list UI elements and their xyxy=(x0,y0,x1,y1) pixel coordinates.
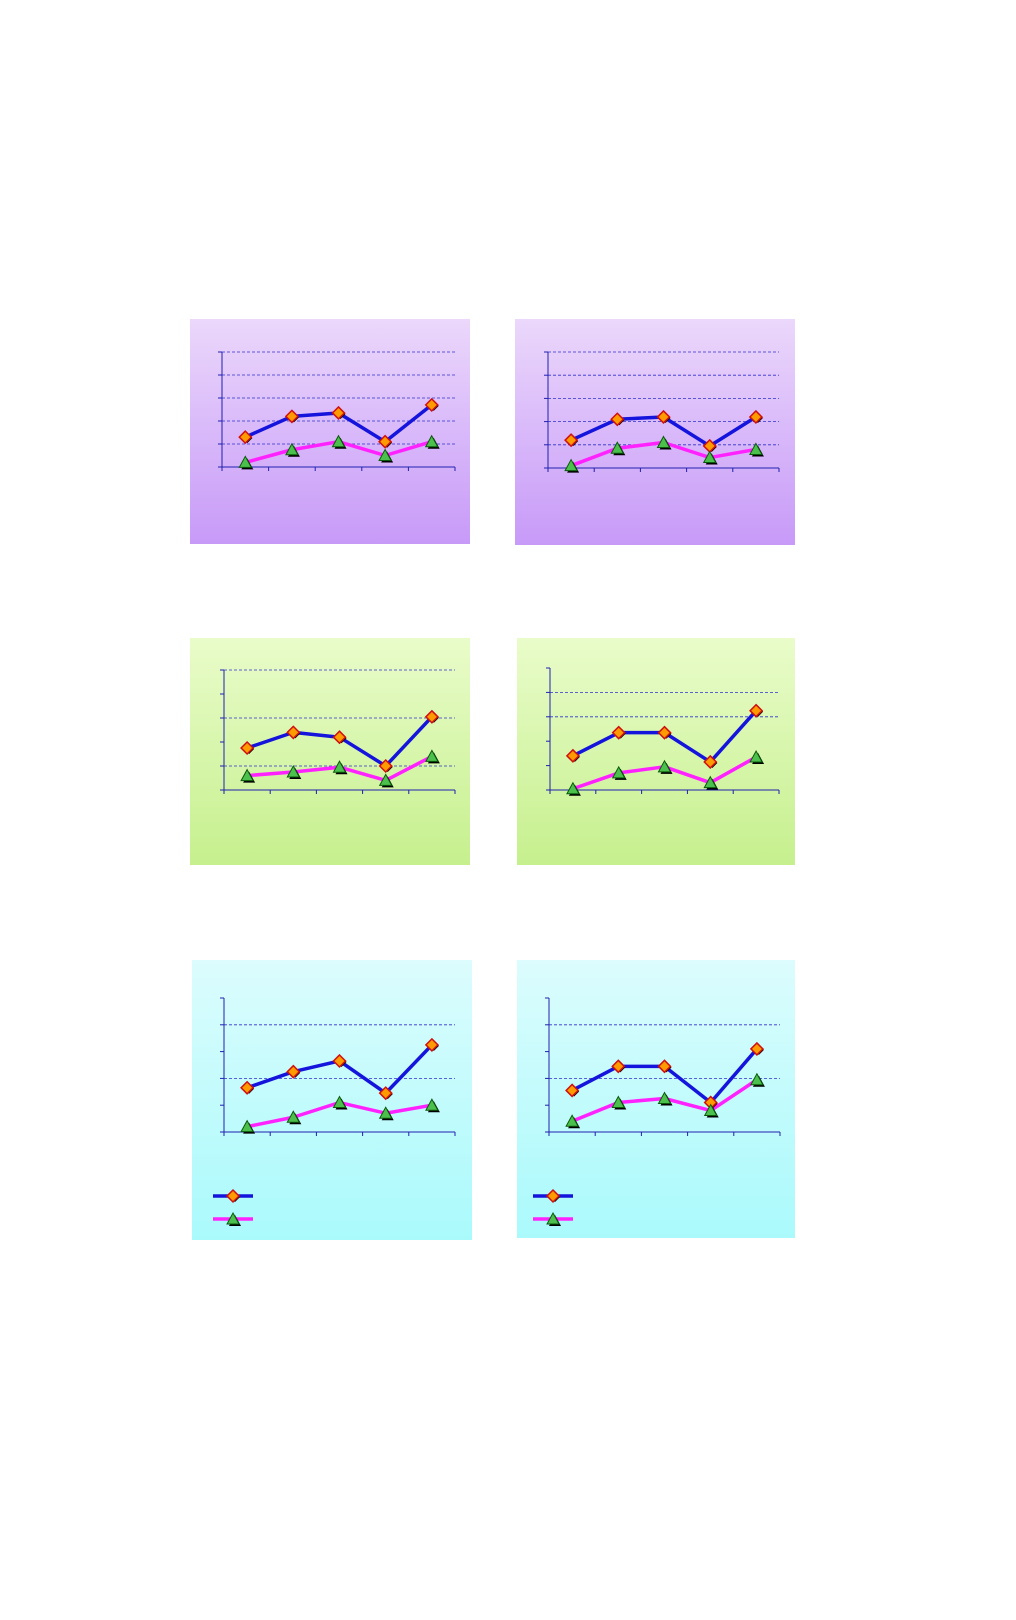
data-point xyxy=(703,775,718,789)
legend-marker xyxy=(226,1211,240,1225)
data-point xyxy=(749,1041,764,1056)
chart-panel xyxy=(515,319,795,545)
data-point xyxy=(286,1064,301,1079)
data-point xyxy=(656,409,671,425)
data-point xyxy=(610,412,625,427)
data-point xyxy=(564,433,579,448)
legend-marker xyxy=(225,1188,241,1204)
data-point xyxy=(286,1110,301,1123)
data-point xyxy=(238,430,253,445)
data-point xyxy=(425,1098,439,1111)
data-point xyxy=(378,448,392,461)
chart-panel xyxy=(192,960,472,1240)
data-point xyxy=(286,764,301,778)
data-point xyxy=(657,1091,672,1104)
data-point xyxy=(240,768,254,782)
data-point xyxy=(378,758,393,774)
data-point xyxy=(332,760,347,773)
data-point xyxy=(378,1106,393,1119)
data-point xyxy=(424,709,439,724)
data-point xyxy=(749,750,763,763)
data-point xyxy=(749,703,764,718)
data-point xyxy=(703,1103,718,1117)
chart-panel xyxy=(517,638,795,865)
data-point xyxy=(284,409,299,424)
data-point xyxy=(703,754,718,770)
data-point xyxy=(378,434,393,449)
data-point xyxy=(565,748,580,763)
data-point xyxy=(424,397,439,412)
data-point xyxy=(424,434,439,448)
data-point xyxy=(748,409,763,425)
data-point xyxy=(566,781,580,795)
data-point xyxy=(749,442,763,455)
data-point xyxy=(610,441,625,454)
data-point xyxy=(378,773,393,786)
data-point xyxy=(240,1080,255,1095)
data-point xyxy=(425,749,439,762)
data-point xyxy=(564,458,578,472)
legend-marker xyxy=(545,1188,561,1204)
data-point xyxy=(286,725,301,740)
data-point xyxy=(611,1095,626,1109)
chart-panel xyxy=(190,638,470,865)
data-point xyxy=(657,1059,672,1074)
data-point xyxy=(332,730,347,745)
data-point xyxy=(238,455,253,468)
data-point xyxy=(378,1086,393,1101)
data-point xyxy=(332,1053,347,1069)
data-point xyxy=(611,765,626,779)
data-point xyxy=(331,434,346,448)
data-point xyxy=(657,759,672,773)
data-point xyxy=(565,1114,579,1127)
data-point xyxy=(611,1059,626,1074)
data-point xyxy=(240,740,255,756)
data-point xyxy=(424,1037,439,1052)
data-point xyxy=(332,1095,347,1109)
data-point xyxy=(656,435,671,448)
data-point xyxy=(611,725,626,740)
data-point xyxy=(240,1119,254,1133)
chart-panel xyxy=(190,319,470,544)
data-point xyxy=(565,1083,580,1098)
legend-marker xyxy=(546,1211,560,1225)
data-point xyxy=(331,405,346,421)
data-point xyxy=(285,442,299,456)
data-point xyxy=(657,725,672,740)
data-point xyxy=(750,1072,764,1086)
data-point xyxy=(702,450,717,464)
